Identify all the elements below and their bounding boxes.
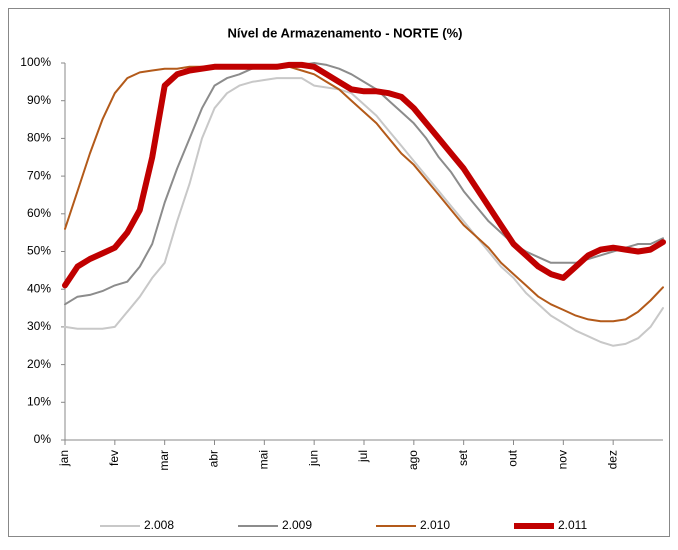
series-line	[62, 61, 666, 289]
series-line	[64, 62, 664, 306]
x-tick-label: set	[456, 449, 470, 466]
y-tick-label: 20%	[27, 357, 51, 371]
y-tick-label: 30%	[27, 319, 51, 333]
y-tick-label: 70%	[27, 168, 51, 182]
y-tick-label: 10%	[27, 394, 51, 408]
legend-label: 2.011	[558, 518, 587, 532]
chart-border	[8, 8, 670, 537]
legend-label: 2.010	[420, 518, 450, 532]
x-tick-label: abr	[207, 450, 221, 467]
x-tick-label: jan	[57, 450, 71, 467]
x-tick-label: fev	[107, 450, 121, 466]
legend-label: 2.009	[282, 518, 312, 532]
y-tick-label: 50%	[27, 244, 51, 258]
x-tick-label: dez	[605, 450, 619, 469]
legend-label: 2.008	[144, 518, 174, 532]
series-line	[64, 77, 664, 347]
x-tick-label: jun	[306, 450, 320, 467]
y-tick-label: 80%	[27, 131, 51, 145]
x-tick-label: ago	[406, 450, 420, 470]
y-tick-label: 40%	[27, 281, 51, 295]
x-tick-label: out	[506, 449, 520, 466]
y-tick-label: 90%	[27, 93, 51, 107]
x-tick-label: mar	[157, 450, 171, 471]
x-tick-label: jul	[356, 450, 370, 463]
series-line	[64, 65, 664, 323]
chart-title: Nível de Armazenamento - NORTE (%)	[227, 25, 462, 40]
x-tick-label: mai	[257, 450, 271, 469]
y-tick-label: 0%	[34, 432, 52, 446]
y-tick-label: 100%	[20, 55, 51, 69]
y-tick-label: 60%	[27, 206, 51, 220]
x-tick-label: nov	[556, 450, 570, 469]
